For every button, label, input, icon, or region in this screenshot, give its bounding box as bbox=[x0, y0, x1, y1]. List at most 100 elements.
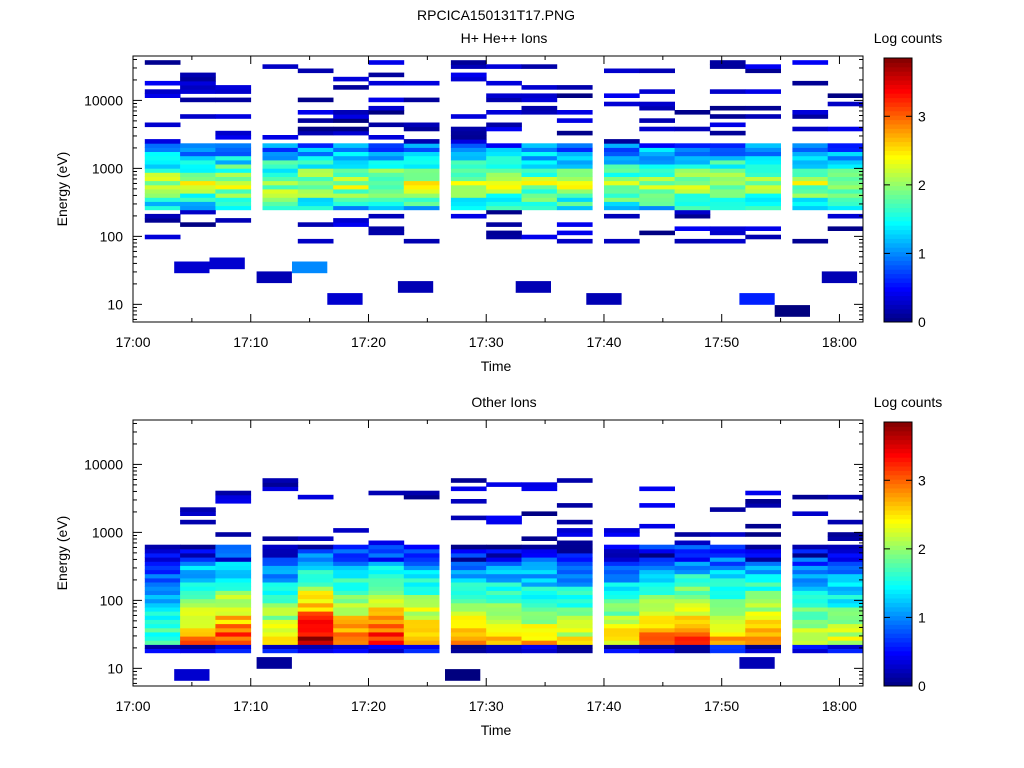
heatmap-cell bbox=[709, 201, 746, 207]
heatmap-cell bbox=[144, 93, 181, 98]
heatmap-cell bbox=[709, 226, 746, 231]
heatmap-cell bbox=[486, 619, 522, 625]
heatmap-cell bbox=[604, 602, 640, 608]
heatmap-cell bbox=[486, 110, 522, 115]
figure-title: RPCICA150131T17.PNG bbox=[417, 7, 575, 23]
heatmap-cell bbox=[745, 602, 781, 608]
heatmap-cell bbox=[333, 155, 369, 161]
heatmap-cell bbox=[262, 172, 299, 177]
heatmap-cell bbox=[745, 636, 781, 641]
colorbar-step bbox=[884, 510, 912, 515]
colorbar-step bbox=[884, 514, 912, 520]
heatmap-cell bbox=[144, 594, 181, 600]
heatmap-cell bbox=[709, 230, 746, 236]
heatmap-cell bbox=[745, 607, 781, 612]
colorbar-step bbox=[884, 238, 912, 244]
heatmap-cell bbox=[792, 126, 829, 132]
heatmap-cell bbox=[827, 557, 864, 562]
colorbar-step bbox=[884, 567, 912, 573]
heatmap-cell bbox=[256, 657, 292, 669]
heatmap-cell bbox=[674, 627, 711, 633]
heatmap-cell bbox=[709, 548, 746, 554]
heatmap-cell bbox=[674, 532, 711, 537]
heatmap-cell bbox=[333, 189, 369, 194]
colorbar-step bbox=[884, 251, 912, 257]
heatmap-cell bbox=[450, 172, 487, 177]
colorbar-step bbox=[884, 593, 912, 599]
heatmap-cell bbox=[674, 553, 711, 558]
heatmap-cell bbox=[180, 168, 216, 173]
heatmap-cell bbox=[403, 189, 440, 194]
heatmap-cell bbox=[144, 80, 181, 86]
heatmap-cell bbox=[262, 582, 299, 587]
heatmap-cell bbox=[486, 222, 522, 227]
heatmap-cell bbox=[180, 590, 216, 595]
heatmap-cell bbox=[639, 586, 675, 591]
heatmap-cell bbox=[486, 209, 522, 215]
heatmap-cell bbox=[403, 611, 440, 616]
heatmap-cell bbox=[745, 189, 781, 194]
heatmap-cell bbox=[556, 532, 593, 537]
heatmap-cell bbox=[639, 590, 675, 595]
heatmap-cell bbox=[604, 155, 640, 161]
heatmap-cell bbox=[792, 184, 829, 190]
heatmap-cell bbox=[639, 569, 675, 575]
heatmap-cell bbox=[144, 573, 181, 579]
heatmap-cell bbox=[745, 147, 781, 152]
heatmap-cell bbox=[215, 636, 252, 641]
heatmap-cell bbox=[368, 644, 405, 649]
heatmap-cell bbox=[639, 623, 675, 629]
heatmap-cell bbox=[674, 586, 711, 591]
heatmap-cell bbox=[639, 159, 675, 165]
x-tick-label: 17:00 bbox=[115, 698, 150, 714]
colorbar-step bbox=[884, 128, 912, 134]
heatmap-cell bbox=[745, 590, 781, 595]
heatmap-cell bbox=[486, 519, 522, 525]
heatmap-cell bbox=[639, 565, 675, 571]
heatmap-cell bbox=[604, 627, 640, 633]
heatmap-cell bbox=[368, 151, 405, 157]
heatmap-cell bbox=[521, 632, 558, 637]
heatmap-cell bbox=[297, 590, 334, 595]
heatmap-cell bbox=[486, 143, 522, 148]
heatmap-cell bbox=[144, 151, 181, 157]
heatmap-cell bbox=[297, 569, 334, 575]
heatmap-cell bbox=[745, 582, 781, 587]
heatmap-cell bbox=[674, 205, 711, 211]
heatmap-cell bbox=[486, 602, 522, 608]
colorbar-step bbox=[884, 75, 912, 81]
heatmap-cell bbox=[297, 68, 334, 74]
heatmap-cell bbox=[639, 577, 675, 583]
colorbar-step bbox=[884, 523, 912, 529]
heatmap-cell bbox=[450, 632, 487, 637]
heatmap-cell bbox=[403, 126, 440, 132]
heatmap-cell bbox=[486, 122, 522, 128]
heatmap-cell bbox=[333, 205, 369, 211]
heatmap-cell bbox=[556, 159, 593, 165]
heatmap-cell bbox=[827, 590, 864, 595]
heatmap-cell bbox=[486, 93, 522, 98]
heatmap-cell bbox=[604, 528, 640, 533]
heatmap-cell bbox=[450, 126, 487, 132]
colorbar-step bbox=[884, 88, 912, 94]
heatmap-cell bbox=[774, 305, 810, 317]
heatmap-cell bbox=[674, 602, 711, 608]
heatmap-cell bbox=[745, 619, 781, 625]
heatmap-cell bbox=[297, 180, 334, 186]
heatmap-cell bbox=[709, 607, 746, 612]
heatmap-cell bbox=[368, 230, 405, 236]
heatmap-cell bbox=[709, 544, 746, 550]
heatmap-cell bbox=[556, 118, 593, 123]
heatmap-cell bbox=[745, 151, 781, 157]
heatmap-cell bbox=[521, 184, 558, 190]
heatmap-cell bbox=[604, 139, 640, 144]
heatmap-cell bbox=[674, 159, 711, 165]
heatmap-cell bbox=[745, 172, 781, 177]
heatmap-cell bbox=[262, 164, 299, 169]
heatmap-cell bbox=[556, 632, 593, 637]
heatmap-cell bbox=[745, 184, 781, 190]
colorbar-step bbox=[884, 269, 912, 275]
x-axis-label: Time bbox=[481, 358, 512, 374]
h-he-ions-panel: 17:00 17:10 17:20 17:30 17:40 17:50 18:0010100… bbox=[54, 30, 942, 374]
colorbar-step bbox=[884, 150, 912, 156]
